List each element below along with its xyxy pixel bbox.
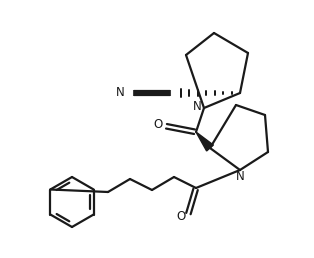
Text: N: N xyxy=(236,171,244,183)
Polygon shape xyxy=(196,132,214,151)
Text: O: O xyxy=(153,118,163,132)
Text: N: N xyxy=(116,86,124,100)
Text: O: O xyxy=(176,209,186,222)
Text: N: N xyxy=(192,101,201,114)
